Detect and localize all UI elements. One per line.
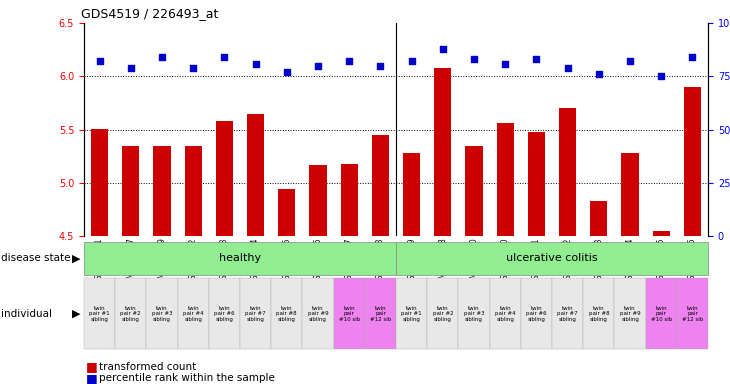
Point [687,54,699,60]
Bar [559,108,576,236]
Text: twin
pair #2
sibling: twin pair #2 sibling [120,306,141,322]
Bar [302,278,334,349]
Bar [646,278,677,349]
Text: healthy: healthy [219,253,261,263]
Point [281,69,293,75]
Text: percentile rank within the sample: percentile rank within the sample [99,373,274,383]
Bar [334,278,365,349]
Point [312,63,324,69]
Bar [272,278,302,349]
Bar [146,278,177,349]
Point [437,46,449,52]
Point [468,56,480,62]
Text: twin
pair #4
sibling: twin pair #4 sibling [495,306,515,322]
Bar [247,114,264,236]
Bar [458,278,490,349]
Text: twin
pair #7
sibling: twin pair #7 sibling [557,306,578,322]
Text: twin
pair #8
sibling: twin pair #8 sibling [588,306,610,322]
Bar [153,146,171,236]
Point [218,54,230,60]
Point [562,65,574,71]
Text: ■: ■ [86,360,98,373]
Text: twin
pair #7
sibling: twin pair #7 sibling [245,306,266,322]
Point [156,54,168,60]
Bar [552,278,583,349]
Bar [591,201,607,236]
Point [531,56,542,62]
Text: ulcerative colitis: ulcerative colitis [506,253,598,263]
Text: twin
pair #6
sibling: twin pair #6 sibling [214,306,235,322]
Text: ■: ■ [86,372,98,384]
Text: twin
pair #4
sibling: twin pair #4 sibling [182,306,204,322]
Bar [372,135,389,236]
Text: twin
pair
#10 sib: twin pair #10 sib [650,306,672,322]
Bar [396,278,427,349]
Bar [528,132,545,236]
Bar [177,278,209,349]
Text: twin
pair
#12 sib: twin pair #12 sib [370,306,391,322]
Point [499,60,511,66]
Bar [115,278,146,349]
Bar [209,278,240,349]
Bar [653,231,670,236]
Text: twin
pair #1
sibling: twin pair #1 sibling [89,306,110,322]
Point [250,60,261,66]
Bar [583,278,615,349]
Text: twin
pair #6
sibling: twin pair #6 sibling [526,306,547,322]
Text: twin
pair #3
sibling: twin pair #3 sibling [464,306,485,322]
Text: twin
pair #9
sibling: twin pair #9 sibling [307,306,328,322]
Text: ▶: ▶ [72,253,80,263]
Bar [84,242,396,275]
Text: twin
pair
#10 sib: twin pair #10 sib [339,306,360,322]
Point [374,63,386,69]
Point [93,58,105,65]
Bar [396,242,708,275]
Bar [434,68,451,236]
Point [593,71,604,77]
Text: GDS4519 / 226493_at: GDS4519 / 226493_at [81,7,218,20]
Bar [466,146,483,236]
Bar [84,278,115,349]
Bar [216,121,233,236]
Bar [91,129,108,236]
Text: twin
pair #3
sibling: twin pair #3 sibling [152,306,172,322]
Text: twin
pair
#12 sib: twin pair #12 sib [682,306,703,322]
Bar [310,165,326,236]
Point [125,65,137,71]
Bar [521,278,552,349]
Bar [240,278,272,349]
Text: twin
pair #2
sibling: twin pair #2 sibling [432,306,453,322]
Text: transformed count: transformed count [99,362,196,372]
Text: twin
pair #1
sibling: twin pair #1 sibling [402,306,422,322]
Bar [621,153,639,236]
Bar [427,278,458,349]
Point [343,58,355,65]
Point [624,58,636,65]
Bar [490,278,521,349]
Bar [615,278,646,349]
Text: twin
pair #9
sibling: twin pair #9 sibling [620,306,640,322]
Text: ▶: ▶ [72,309,80,319]
Point [406,58,418,65]
Text: twin
pair #8
sibling: twin pair #8 sibling [277,306,297,322]
Point [656,73,667,79]
Point [188,65,199,71]
Text: individual: individual [1,309,53,319]
Bar [185,146,201,236]
Bar [122,146,139,236]
Bar [677,278,708,349]
Bar [496,123,514,236]
Bar [403,153,420,236]
Text: disease state: disease state [1,253,71,263]
Bar [365,278,396,349]
Bar [278,189,296,236]
Bar [684,87,701,236]
Bar [341,164,358,236]
